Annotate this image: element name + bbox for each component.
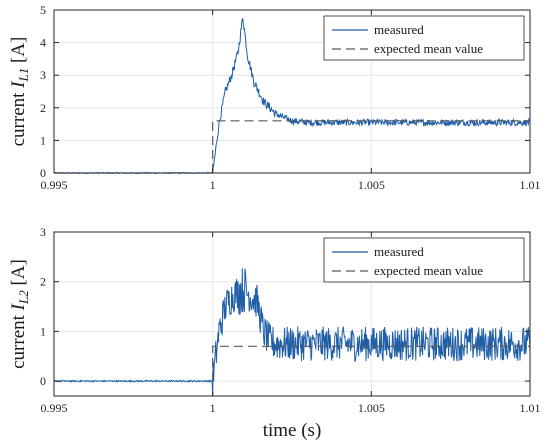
y-tick-label: 5: [40, 3, 46, 17]
chart-panel-2: 0.995 1 1.005 1.01 0 1 2 3 current IL2 [A] time (…: [8, 225, 541, 441]
y-tick-label: 1: [40, 133, 46, 147]
x-axis-label: time (s): [263, 420, 322, 441]
x-tick-label: 1.01: [520, 401, 541, 415]
series-expected-line: [212, 120, 530, 173]
y-axis-label: current IL2 [A]: [8, 259, 31, 369]
y-tick-label: 2: [40, 101, 46, 115]
axes-box: [53, 9, 531, 174]
y-tick-label: 0: [40, 374, 46, 388]
legend: measured expected mean value: [323, 237, 525, 283]
x-tick-label: 1.01: [520, 178, 541, 192]
x-tick-label: 1: [210, 178, 216, 192]
x-tick-label: 0.995: [41, 178, 68, 192]
y-tick-label: 2: [40, 275, 46, 289]
chart-panel-1: 0.995 1 1.005 1.01 0 1 2 3 4 5 current IL1 [A] meas…: [8, 3, 541, 192]
legend-box: [323, 237, 525, 283]
series-expected-line: [212, 345, 530, 382]
x-tick-label: 1.005: [358, 401, 385, 415]
legend-label: measured: [374, 22, 424, 37]
y-axis-label: current IL1 [A]: [8, 37, 31, 147]
y-tick-label: 0: [40, 166, 46, 180]
x-tick-label: 1: [210, 401, 216, 415]
series-measured-line: [53, 268, 531, 397]
legend: measured expected mean value: [323, 15, 525, 61]
legend-label: expected mean value: [374, 41, 483, 56]
legend-label: measured: [374, 244, 424, 259]
y-tick-label: 4: [40, 36, 46, 50]
y-tick-label: 1: [40, 324, 46, 338]
y-tick-label: 3: [40, 68, 46, 82]
axes-box: [53, 231, 531, 397]
x-tick-label: 0.995: [41, 401, 68, 415]
y-tick-label: 3: [40, 225, 46, 239]
legend-box: [323, 15, 525, 61]
x-tick-label: 1.005: [358, 178, 385, 192]
legend-label: expected mean value: [374, 263, 483, 278]
